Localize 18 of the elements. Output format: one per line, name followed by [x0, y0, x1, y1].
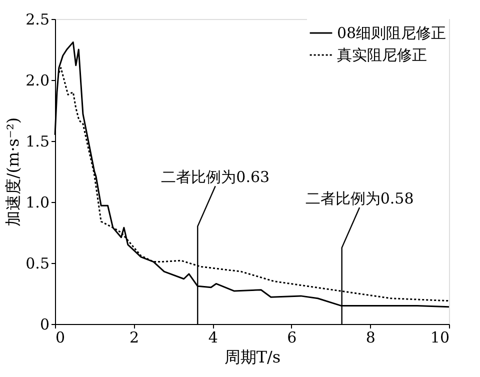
y-tick-label: 0 — [40, 316, 50, 334]
ref-line-label: 二者比例为0.63 — [161, 168, 270, 186]
x-tick-label: 6 — [287, 328, 297, 346]
legend-label: 08细则阻尼修正 — [337, 24, 446, 42]
ref-line-label: 二者比例为0.58 — [305, 189, 414, 208]
y-tick-label: 1.0 — [26, 194, 50, 212]
y-tick-label: 0.5 — [26, 254, 50, 272]
y-tick-label: 2.0 — [26, 72, 50, 90]
x-tick-label: 2 — [130, 328, 140, 346]
x-tick-label: 8 — [366, 328, 376, 346]
x-tick-label: 4 — [208, 328, 218, 346]
x-axis-title: 周期T/s — [224, 348, 281, 366]
y-axis-title: 加速度/(m·s⁻²) — [4, 117, 23, 227]
x-tick-label: 0 — [56, 328, 66, 346]
x-tick-label: 10 — [430, 328, 450, 346]
legend-label: 真实阻尼修正 — [337, 46, 427, 64]
y-tick-label: 1.5 — [26, 132, 50, 150]
y-tick-label: 2.5 — [26, 10, 50, 28]
